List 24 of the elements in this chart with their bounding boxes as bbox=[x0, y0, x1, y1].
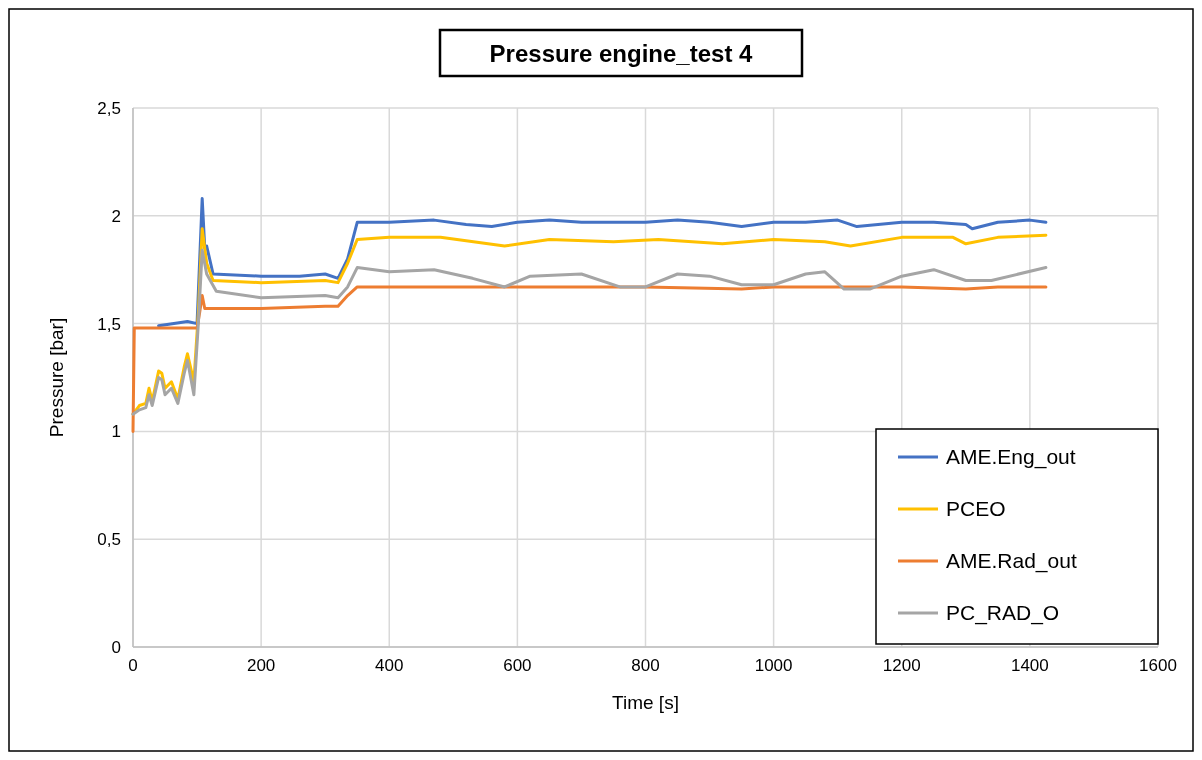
y-tick-label: 0,5 bbox=[97, 530, 121, 550]
y-tick-label: 1,5 bbox=[97, 314, 121, 334]
legend-label: AME.Rad_out bbox=[946, 549, 1077, 573]
legend-label: PC_RAD_O bbox=[946, 601, 1060, 625]
x-tick-label: 1200 bbox=[882, 656, 921, 675]
legend-label: AME.Eng_out bbox=[946, 445, 1076, 469]
x-tick-label: 200 bbox=[246, 656, 276, 675]
x-tick-label: 0 bbox=[128, 656, 138, 675]
line-series bbox=[157, 197, 1048, 328]
x-tick-label: 600 bbox=[503, 656, 532, 675]
y-tick-label: 0 bbox=[111, 638, 121, 657]
x-tick-label: 1000 bbox=[754, 656, 793, 675]
line-series bbox=[131, 285, 1048, 433]
chart-title: Pressure engine_test 4 bbox=[489, 40, 754, 67]
y-tick-label: 2,5 bbox=[97, 99, 121, 118]
y-tick-label: 1 bbox=[111, 422, 121, 442]
x-axis-title: Time [s] bbox=[612, 692, 679, 713]
x-tick-label: 1400 bbox=[1010, 656, 1049, 675]
x-tick-label: 1600 bbox=[1139, 656, 1177, 675]
x-tick-label: 800 bbox=[631, 656, 660, 675]
y-tick-label: 2 bbox=[111, 206, 121, 226]
x-tick-label: 400 bbox=[375, 656, 404, 675]
legend-label: PCEO bbox=[946, 497, 1006, 520]
y-axis-title: Pressure [bar] bbox=[46, 317, 67, 438]
